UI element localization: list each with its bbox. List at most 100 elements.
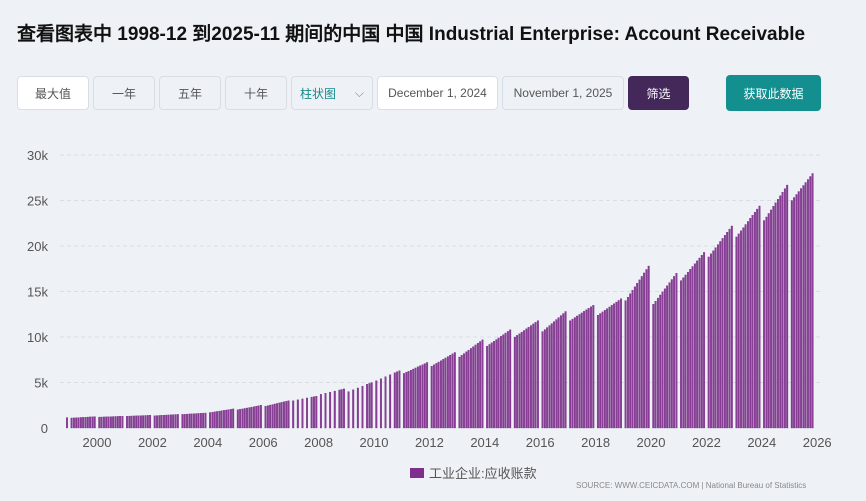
y-tick-label: 10k xyxy=(27,330,48,345)
bar xyxy=(183,414,186,429)
bar xyxy=(112,416,115,429)
bar xyxy=(366,384,369,429)
bar xyxy=(246,407,248,429)
bar xyxy=(153,415,156,429)
bar xyxy=(571,318,574,429)
bar xyxy=(169,414,172,429)
bar xyxy=(79,417,82,429)
bar xyxy=(767,213,770,429)
one-year-button[interactable]: 一年 xyxy=(93,76,155,110)
bar xyxy=(742,227,745,429)
filter-button[interactable]: 筛选 xyxy=(628,76,689,110)
bar xyxy=(629,293,632,429)
bar xyxy=(661,291,664,429)
bar xyxy=(599,313,602,429)
five-year-button[interactable]: 五年 xyxy=(159,76,221,110)
bar xyxy=(576,315,579,429)
bar xyxy=(403,373,405,429)
bar xyxy=(560,315,562,429)
bar xyxy=(673,276,676,429)
bar xyxy=(188,413,191,429)
bar xyxy=(149,415,152,429)
bar xyxy=(781,191,784,429)
bar xyxy=(666,285,669,429)
bar xyxy=(126,416,128,429)
bar xyxy=(735,236,738,429)
bar xyxy=(389,374,392,429)
bar xyxy=(426,362,429,429)
bar xyxy=(361,385,364,429)
bar xyxy=(610,305,613,429)
bar xyxy=(793,197,796,429)
bar xyxy=(278,402,281,429)
bar xyxy=(643,272,646,429)
bar xyxy=(280,402,283,429)
page-title: 查看图表中 1998-12 到2025-11 期间的中国 中国 Industri… xyxy=(17,24,806,45)
bar xyxy=(809,176,812,429)
bar xyxy=(414,367,417,429)
bar xyxy=(98,416,101,429)
bar xyxy=(564,311,567,429)
bar xyxy=(186,413,188,429)
bar xyxy=(405,372,408,429)
bar xyxy=(105,416,108,429)
source-note: SOURCE: WWW.CEICDATA.COM | National Bure… xyxy=(576,481,807,490)
bar xyxy=(412,368,415,429)
bar xyxy=(239,409,242,429)
bar xyxy=(70,417,73,429)
bar xyxy=(795,194,798,429)
bar xyxy=(497,337,500,429)
bar xyxy=(218,410,221,429)
bar xyxy=(696,260,699,429)
bar xyxy=(107,416,110,429)
chart-type-select[interactable]: 柱状图 ⌵ xyxy=(291,76,373,110)
bar xyxy=(553,321,556,429)
bar xyxy=(493,341,495,429)
bar xyxy=(236,409,239,429)
bar xyxy=(384,376,387,429)
bar xyxy=(463,353,465,429)
bar xyxy=(562,313,565,429)
bar xyxy=(680,280,682,429)
bar xyxy=(409,369,412,429)
bar xyxy=(613,303,616,429)
x-tick-label: 2010 xyxy=(360,435,389,450)
bar xyxy=(437,361,440,429)
bar xyxy=(292,400,295,429)
bar xyxy=(753,211,756,429)
bar xyxy=(283,401,285,429)
bar xyxy=(749,218,752,429)
bar xyxy=(645,269,648,429)
bar xyxy=(446,356,449,429)
get-data-button[interactable]: 获取此数据 xyxy=(726,75,821,111)
max-range-button[interactable]: 最大值 xyxy=(17,76,89,110)
bar xyxy=(476,343,479,429)
bar xyxy=(190,413,193,429)
bar xyxy=(516,335,519,429)
bar xyxy=(176,414,179,429)
bar xyxy=(162,415,165,429)
bar xyxy=(423,363,426,429)
bar xyxy=(797,191,800,429)
start-date-input[interactable]: December 1, 2024 xyxy=(377,76,498,110)
ten-year-button[interactable]: 十年 xyxy=(225,76,287,110)
bar xyxy=(728,228,731,429)
bar xyxy=(578,314,581,429)
bar xyxy=(460,355,463,429)
bar xyxy=(608,306,611,429)
bar xyxy=(174,414,177,429)
bar xyxy=(273,403,276,429)
legend[interactable]: 工业企业:应收账款 xyxy=(410,463,537,482)
bar xyxy=(585,309,588,429)
bar xyxy=(758,205,761,429)
x-tick-label: 2008 xyxy=(304,435,333,450)
bar xyxy=(472,346,475,429)
bar xyxy=(241,408,244,429)
bar xyxy=(195,413,198,429)
bar xyxy=(227,409,230,429)
bar xyxy=(313,396,315,429)
bar xyxy=(557,317,560,429)
bar xyxy=(707,256,710,429)
bar xyxy=(93,416,96,429)
end-date-input[interactable]: November 1, 2025 xyxy=(502,76,624,110)
